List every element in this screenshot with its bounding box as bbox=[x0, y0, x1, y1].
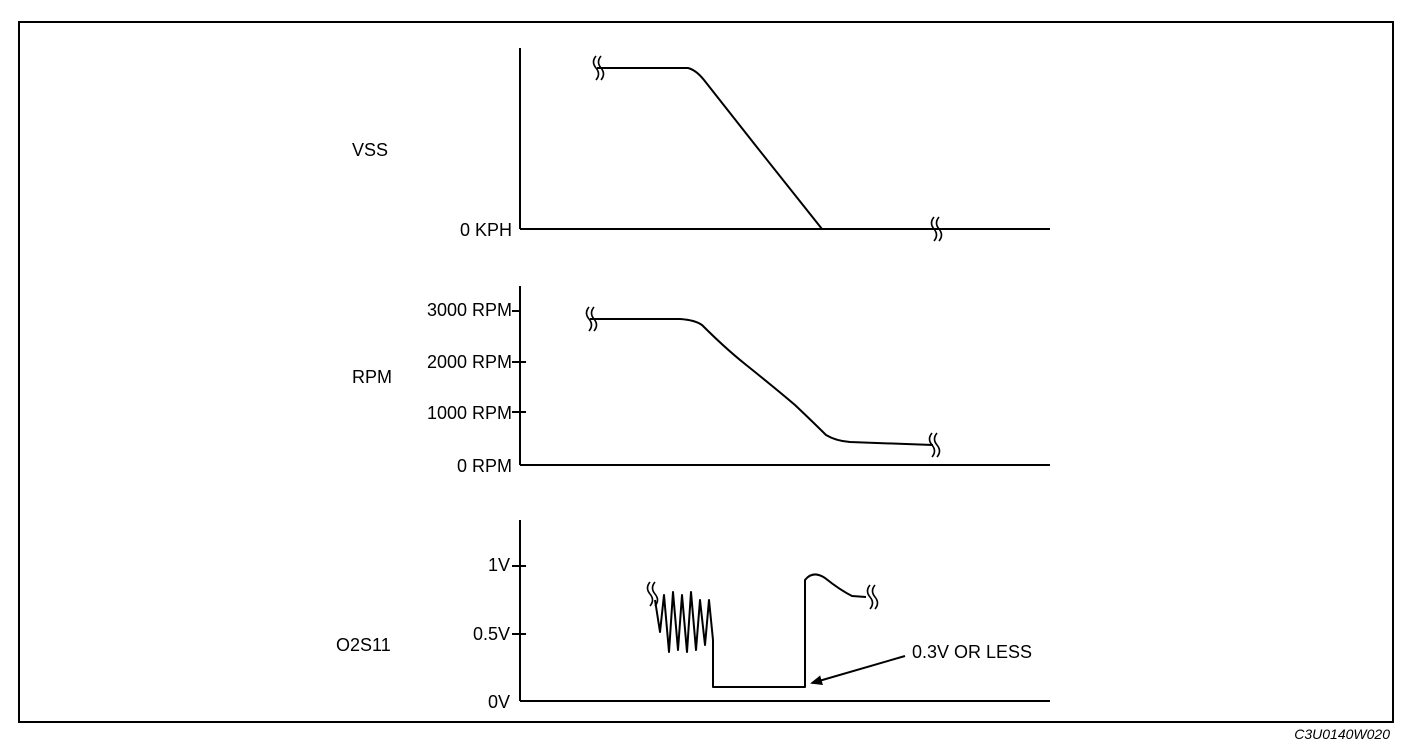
o2s-tick-05v: 0.5V bbox=[472, 624, 510, 644]
rpm-tick-2000: 2000 RPM bbox=[426, 352, 512, 372]
o2s-tick-1v: 1V bbox=[487, 555, 510, 575]
rpm-label: RPM bbox=[352, 367, 392, 387]
vss-break-right bbox=[930, 216, 943, 242]
vss-axes bbox=[519, 48, 1050, 230]
rpm-break-right bbox=[928, 432, 941, 458]
o2s-break-left bbox=[646, 581, 659, 607]
o2s-trace bbox=[654, 573, 867, 688]
rpm-axes bbox=[512, 286, 1050, 466]
annotation-arrow bbox=[810, 655, 906, 686]
rpm-tick-0: 0 RPM bbox=[456, 456, 512, 476]
rpm-tick-3000: 3000 RPM bbox=[426, 300, 512, 320]
rpm-tick-1000: 1000 RPM bbox=[426, 403, 512, 423]
vss-label: VSS bbox=[352, 140, 389, 160]
annotation-text: 0.3V OR LESS bbox=[912, 642, 1033, 662]
o2s-axes bbox=[512, 520, 1050, 702]
o2s-label: O2S11 bbox=[336, 635, 391, 655]
o2s-tick-0v: 0V bbox=[487, 692, 510, 712]
rpm-trace bbox=[590, 318, 934, 446]
rpm-break-left bbox=[585, 306, 598, 332]
o2s-break-right bbox=[866, 584, 879, 610]
vss-break-left bbox=[592, 55, 605, 81]
vss-trace bbox=[597, 67, 823, 230]
diagram-frame bbox=[18, 21, 1394, 723]
vss-tick-0: 0 KPH bbox=[459, 220, 512, 240]
figure-code: C3U0140W020 bbox=[1294, 726, 1390, 742]
